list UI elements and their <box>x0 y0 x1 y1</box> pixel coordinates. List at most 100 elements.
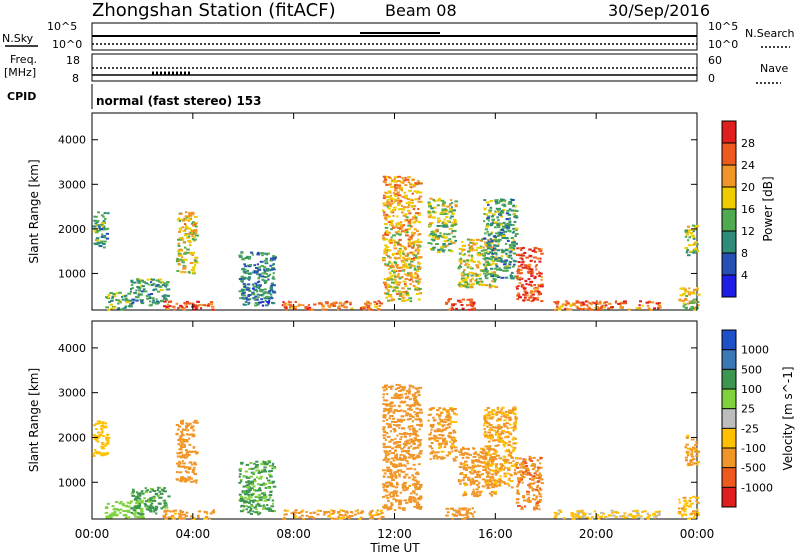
data-cell <box>99 224 103 227</box>
data-cell <box>388 411 391 414</box>
data-cell <box>178 218 183 221</box>
data-cell <box>408 407 412 410</box>
data-cell <box>505 416 510 419</box>
data-cell <box>538 476 542 479</box>
data-cell <box>181 438 184 441</box>
data-cell <box>510 237 514 239</box>
data-cell <box>240 505 243 508</box>
data-cell <box>261 272 266 275</box>
data-cell <box>390 199 393 202</box>
data-cell <box>149 510 153 513</box>
data-cell <box>533 297 537 300</box>
data-cell <box>396 266 399 269</box>
data-cell <box>387 423 392 426</box>
data-cell <box>527 271 532 274</box>
data-cell <box>243 276 247 279</box>
data-cell <box>527 283 532 286</box>
data-cell <box>564 307 568 310</box>
data-cell <box>245 463 250 466</box>
data-cell <box>443 446 447 448</box>
data-cell <box>408 185 411 188</box>
data-cell <box>382 426 386 429</box>
data-cell <box>99 240 103 243</box>
data-cell <box>250 505 254 508</box>
data-cell <box>390 471 393 474</box>
data-cell <box>411 478 415 481</box>
data-cell <box>413 395 418 398</box>
data-cell <box>392 442 396 445</box>
data-cell <box>488 429 492 432</box>
data-cell <box>178 220 181 222</box>
data-cell <box>190 269 195 271</box>
data-cell <box>437 221 440 224</box>
data-cell <box>353 513 357 516</box>
data-cell <box>414 457 417 460</box>
data-cell <box>427 203 430 206</box>
data-cell <box>444 245 447 248</box>
data-cell <box>389 256 392 259</box>
data-cell <box>402 410 407 413</box>
data-cell <box>433 206 437 209</box>
data-cell <box>417 181 420 184</box>
data-cell <box>553 301 557 304</box>
data-cell <box>528 455 532 458</box>
colorbar-swatch <box>722 389 736 410</box>
data-cell <box>180 271 183 274</box>
data-cell <box>558 307 562 309</box>
data-cell <box>483 416 486 419</box>
data-cell <box>166 281 170 284</box>
x-tick-label: 00:00 <box>680 527 715 541</box>
data-cell <box>180 478 183 481</box>
data-cell <box>477 474 482 477</box>
data-cell <box>393 409 398 412</box>
scatter-region <box>105 291 133 311</box>
data-cell <box>410 231 414 234</box>
data-cell <box>405 404 409 407</box>
data-cell <box>264 252 267 255</box>
data-cell <box>482 257 485 260</box>
data-cell <box>486 422 491 425</box>
data-cell <box>416 506 420 509</box>
data-cell <box>342 509 345 512</box>
data-cell <box>186 216 189 219</box>
data-cell <box>415 434 418 437</box>
data-cell <box>475 280 480 283</box>
data-cell <box>272 284 276 287</box>
data-cell <box>397 243 400 246</box>
data-cell <box>537 480 541 483</box>
data-cell <box>693 288 696 291</box>
data-cell <box>152 278 156 281</box>
data-cell <box>399 409 403 412</box>
data-cell <box>392 492 395 495</box>
data-cell <box>450 199 453 202</box>
data-cell <box>685 452 690 455</box>
data-cell <box>332 301 337 304</box>
data-cell <box>602 306 606 309</box>
data-cell <box>183 478 188 480</box>
data-cell <box>415 256 418 259</box>
data-cell <box>470 254 474 257</box>
data-cell <box>312 511 317 514</box>
data-cell <box>528 248 532 251</box>
nave-label: Nave <box>760 62 788 75</box>
data-cell <box>413 185 416 188</box>
data-cell <box>377 300 381 303</box>
data-cell <box>585 304 589 307</box>
data-cell <box>155 512 158 515</box>
data-cell <box>93 215 96 218</box>
data-cell <box>338 514 343 516</box>
data-cell <box>490 263 493 266</box>
data-cell <box>435 243 438 246</box>
data-cell <box>515 501 520 504</box>
data-cell <box>196 304 200 307</box>
data-cell <box>404 263 408 266</box>
data-cell <box>101 441 105 444</box>
data-cell <box>599 511 604 514</box>
data-cell <box>159 281 163 284</box>
colorbar-swatch <box>722 428 736 449</box>
data-cell <box>202 304 206 307</box>
data-cell <box>391 286 396 289</box>
data-cell <box>471 277 474 280</box>
data-cell <box>443 428 448 431</box>
data-cell <box>471 272 474 275</box>
